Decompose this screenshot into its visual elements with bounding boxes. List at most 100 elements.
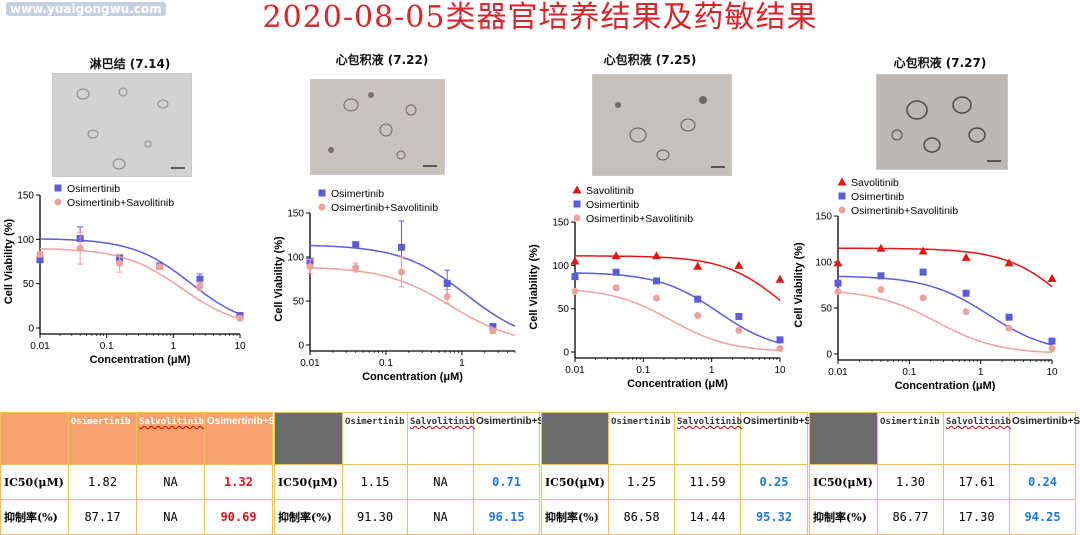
col-header: Osimertinib bbox=[608, 412, 675, 465]
data-point bbox=[837, 177, 847, 186]
y-tick-label: 150 bbox=[287, 209, 304, 220]
organoid-image-2 bbox=[310, 79, 445, 175]
data-point bbox=[443, 293, 451, 301]
row-label: 抑制率(%) bbox=[541, 499, 609, 535]
data-point bbox=[36, 250, 44, 258]
x-tick-label: 0.1 bbox=[379, 358, 393, 369]
results-table-4: Osimertinib Salvolitinib Osimertinib+Sal… bbox=[809, 412, 1080, 535]
results-table-3: Osimertinib Salvolitinib Osimertinib+Sal… bbox=[541, 412, 858, 535]
legend-entry: Savolitinib bbox=[572, 185, 634, 197]
x-tick-label: 1 bbox=[459, 358, 465, 369]
table-cell: 1.82 bbox=[68, 464, 137, 500]
row-label: IC50(μM) bbox=[541, 464, 609, 500]
x-axis-label: Concentration (μM) bbox=[362, 371, 463, 383]
data-point bbox=[352, 264, 360, 272]
legend-entry: Osimertinib bbox=[573, 199, 639, 211]
data-point bbox=[116, 259, 124, 267]
data-point bbox=[734, 260, 744, 269]
col-header: Salvolitinib bbox=[136, 412, 205, 465]
y-tick-label: 50 bbox=[821, 304, 833, 315]
series-1 bbox=[36, 226, 244, 320]
table-cell-highlight: 96.15 bbox=[473, 499, 540, 535]
data-point bbox=[962, 289, 970, 297]
data-point bbox=[1048, 344, 1056, 352]
y-tick-label: 50 bbox=[293, 297, 305, 308]
data-point bbox=[611, 251, 621, 260]
data-point bbox=[694, 295, 702, 303]
data-point bbox=[834, 287, 842, 295]
data-point bbox=[397, 268, 405, 276]
dose-response-chart-1: 0 50 100 150 0.01 0.1 1 10 Concentration (μM) Cel… bbox=[3, 183, 246, 366]
series-3 bbox=[834, 286, 1056, 354]
data-point bbox=[776, 345, 784, 353]
col-header: Osimertinib+Salvolitinib bbox=[204, 412, 322, 465]
table-cell: 11.59 bbox=[674, 464, 741, 500]
data-point bbox=[735, 326, 743, 334]
data-point bbox=[1005, 313, 1013, 321]
table-cell: 14.44 bbox=[674, 499, 741, 535]
col-header: Osimertinib+Salvolitinib bbox=[473, 412, 591, 465]
fit-curve bbox=[575, 255, 781, 301]
table-cell-highlight: 0.25 bbox=[740, 464, 808, 500]
legend-label: Savolitinib bbox=[851, 177, 899, 189]
dose-response-chart-4: 0 50 100 150 0.01 0.1 1 10 Concentration (μM) Cel… bbox=[793, 177, 1058, 391]
data-point bbox=[961, 252, 971, 261]
data-point bbox=[1048, 337, 1056, 345]
y-tick-label: 0 bbox=[28, 324, 34, 335]
series-1 bbox=[570, 251, 785, 301]
data-point bbox=[1004, 258, 1014, 267]
legend-entry: Osimertinib+Savolitinib bbox=[54, 197, 174, 209]
fit-curve bbox=[309, 267, 516, 337]
table-cell: 17.30 bbox=[943, 499, 1010, 535]
col-header: Osimertinib bbox=[68, 412, 137, 465]
table-corner bbox=[0, 412, 69, 465]
watermark: www.yuaigongwu.com bbox=[6, 2, 166, 16]
data-point bbox=[735, 312, 743, 320]
row-label: 抑制率(%) bbox=[0, 499, 69, 535]
data-point bbox=[877, 272, 885, 280]
data-point bbox=[1005, 324, 1013, 332]
row-label: IC50(μM) bbox=[809, 464, 878, 500]
col-header: Salvolitinib bbox=[674, 412, 742, 465]
y-tick-label: 100 bbox=[287, 253, 304, 264]
col-header: Salvolitinib bbox=[407, 412, 475, 465]
y-tick-label: 100 bbox=[17, 235, 34, 246]
data-point bbox=[652, 251, 662, 260]
series-3 bbox=[571, 284, 784, 353]
data-point bbox=[196, 282, 204, 290]
legend-label: Osimertinib bbox=[586, 199, 639, 211]
series-2 bbox=[306, 256, 516, 337]
data-point bbox=[196, 275, 204, 283]
table-cell: NA bbox=[407, 499, 474, 535]
data-point bbox=[573, 214, 581, 222]
col-header: Osimertinib+Salvolitinib bbox=[1009, 412, 1080, 465]
data-point bbox=[76, 244, 84, 252]
legend-entry: Osimertinib+Savolitinib bbox=[573, 213, 693, 225]
data-point bbox=[443, 279, 451, 287]
y-tick-label: 0 bbox=[298, 341, 304, 352]
data-point bbox=[571, 273, 579, 281]
data-point bbox=[918, 246, 928, 255]
data-point bbox=[612, 268, 620, 276]
x-tick-label: 0.01 bbox=[565, 365, 585, 376]
legend-entry: Osimertinib+Savolitinib bbox=[838, 205, 958, 217]
data-point bbox=[36, 256, 44, 264]
data-point bbox=[838, 192, 846, 200]
col-header: Osimertinib bbox=[342, 412, 408, 465]
x-tick-label: 0.01 bbox=[300, 358, 320, 369]
data-point bbox=[318, 189, 326, 197]
table-cell-highlight: 0.71 bbox=[473, 464, 540, 500]
data-point bbox=[352, 241, 360, 249]
x-tick-label: 1 bbox=[171, 341, 177, 352]
fit-curve bbox=[39, 238, 241, 315]
legend-label: Osimertinib bbox=[67, 183, 120, 195]
series-1 bbox=[306, 220, 516, 331]
row-label: IC50(μM) bbox=[0, 464, 69, 500]
series-2 bbox=[36, 231, 244, 322]
x-axis-label: Concentration (μM) bbox=[895, 380, 996, 391]
x-tick-label: 0.1 bbox=[100, 341, 114, 352]
table-corner bbox=[809, 412, 878, 465]
y-axis-label: Cell Viability (%) bbox=[793, 242, 805, 328]
slide-title: 2020-08-05类器官培养结果及药敏结果 bbox=[262, 0, 818, 35]
data-point bbox=[962, 308, 970, 316]
